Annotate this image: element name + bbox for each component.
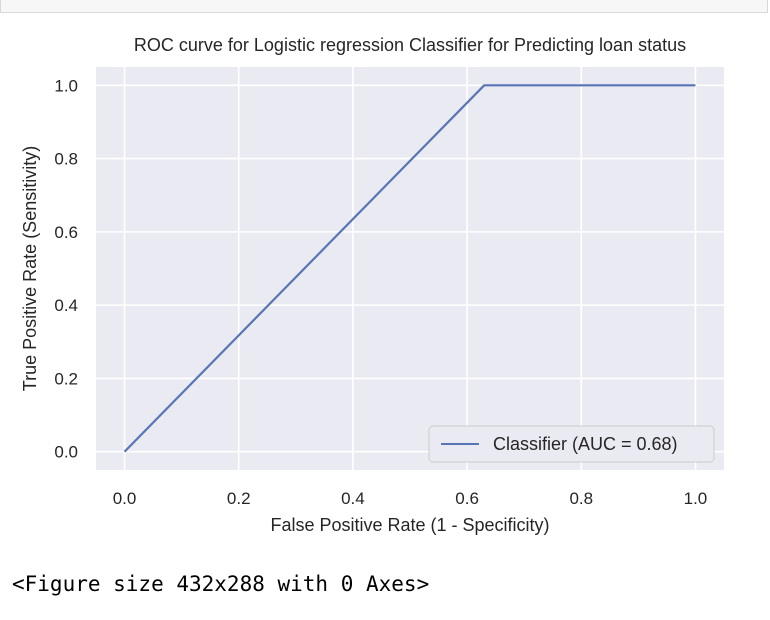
roc-chart: 0.0 0.2 0.4 0.6 0.8 1.0 0.0 0.2 0.4 0.6 0.8 1.0 ROC… <box>20 35 724 535</box>
x-axis-label: False Positive Rate (1 - Specificity) <box>270 515 549 535</box>
x-tick-label: 0.8 <box>569 489 593 508</box>
legend-box <box>428 425 715 463</box>
tick-labels: 0.0 0.2 0.4 0.6 0.8 1.0 0.0 0.2 0.4 0.6 0.8 1.0 <box>54 76 707 508</box>
y-tick-label: 0.4 <box>54 296 78 315</box>
y-tick-label: 0.2 <box>54 369 78 388</box>
figure-size-output: <Figure size 432x288 with 0 Axes> <box>12 572 430 596</box>
chart-title: ROC curve for Logistic regression Classi… <box>134 35 686 55</box>
roc-curve-line <box>123 84 696 453</box>
x-tick-label: 0.6 <box>455 489 479 508</box>
y-tick-label: 0.8 <box>54 150 78 169</box>
y-axis-label: True Positive Rate (Sensitivity) <box>20 146 40 391</box>
y-tick-label: 0.6 <box>54 223 78 242</box>
plot-area <box>96 67 724 470</box>
x-tick-label: 0.4 <box>341 489 365 508</box>
series-layer <box>123 84 696 453</box>
x-tick-label: 0.0 <box>113 489 137 508</box>
x-tick-label: 0.2 <box>227 489 251 508</box>
previous-cell-border <box>0 0 768 13</box>
y-tick-label: 0.0 <box>54 443 78 462</box>
legend-label: Classifier (AUC = 0.68) <box>493 434 678 454</box>
y-tick-label: 1.0 <box>54 76 78 95</box>
grid <box>96 67 724 470</box>
x-tick-label: 1.0 <box>684 489 708 508</box>
legend: Classifier (AUC = 0.68) <box>428 425 715 463</box>
